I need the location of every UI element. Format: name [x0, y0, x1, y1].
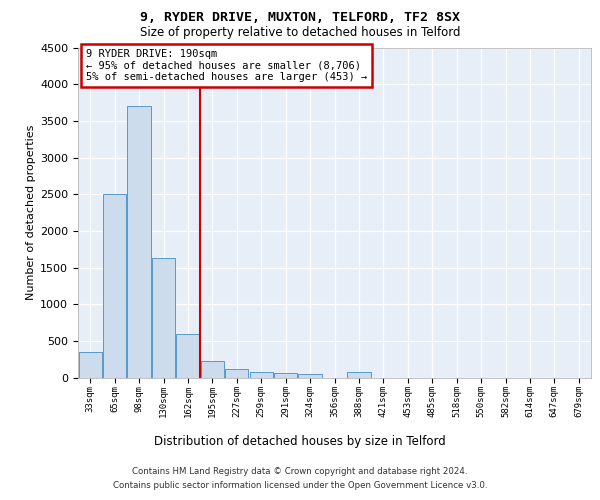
- Bar: [152, 258, 175, 378]
- Bar: [79, 352, 102, 378]
- Text: 9, RYDER DRIVE, MUXTON, TELFORD, TF2 8SX: 9, RYDER DRIVE, MUXTON, TELFORD, TF2 8SX: [140, 11, 460, 24]
- Text: Contains public sector information licensed under the Open Government Licence v3: Contains public sector information licen…: [113, 481, 487, 490]
- Bar: [176, 334, 200, 378]
- Y-axis label: Number of detached properties: Number of detached properties: [26, 125, 36, 300]
- Bar: [201, 362, 224, 378]
- Bar: [250, 372, 273, 378]
- Bar: [298, 374, 322, 378]
- Bar: [103, 194, 126, 378]
- Bar: [127, 106, 151, 378]
- Bar: [274, 374, 297, 378]
- Text: Contains HM Land Registry data © Crown copyright and database right 2024.: Contains HM Land Registry data © Crown c…: [132, 467, 468, 476]
- Text: 9 RYDER DRIVE: 190sqm
← 95% of detached houses are smaller (8,706)
5% of semi-de: 9 RYDER DRIVE: 190sqm ← 95% of detached …: [86, 49, 367, 82]
- Bar: [347, 372, 371, 378]
- Bar: [225, 370, 248, 378]
- Text: Distribution of detached houses by size in Telford: Distribution of detached houses by size …: [154, 435, 446, 448]
- Text: Size of property relative to detached houses in Telford: Size of property relative to detached ho…: [140, 26, 460, 39]
